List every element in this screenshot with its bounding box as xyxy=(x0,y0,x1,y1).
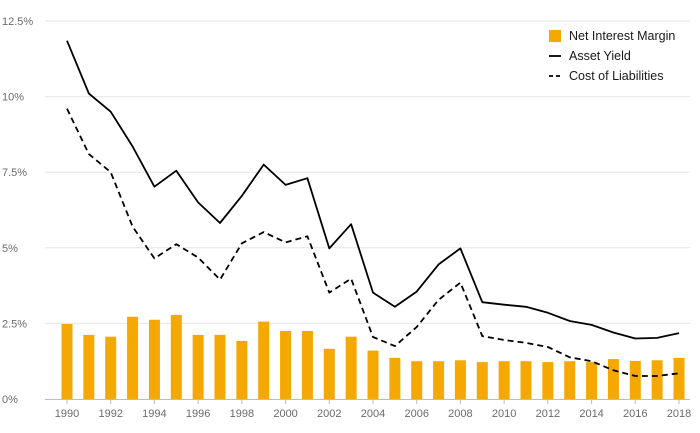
y-tick-label: 2.5% xyxy=(2,318,27,330)
bar xyxy=(542,362,554,399)
x-tick-label: 1998 xyxy=(230,408,254,420)
x-axis-labels: 1990 1992 1994 1996 1998 2000 2002 2004 2006 2008… xyxy=(55,408,691,420)
bar xyxy=(258,321,270,399)
x-tick-label: 1992 xyxy=(98,408,122,420)
y-tick-label: 10% xyxy=(2,92,24,104)
bar xyxy=(214,334,226,399)
bar xyxy=(454,360,466,399)
bar xyxy=(170,314,182,399)
bar xyxy=(301,330,313,399)
bar xyxy=(498,361,510,399)
x-tick-label: 2000 xyxy=(273,408,297,420)
bar xyxy=(148,319,160,399)
x-tick-label: 2006 xyxy=(404,408,428,420)
bar xyxy=(367,350,379,399)
bar xyxy=(192,334,204,399)
x-tick-label: 2010 xyxy=(492,408,516,420)
bar-series-net-interest-margin xyxy=(61,314,685,399)
x-tick-label: 2008 xyxy=(448,408,472,420)
x-tick-label: 2002 xyxy=(317,408,341,420)
bar xyxy=(411,361,423,399)
y-tick-label: 0% xyxy=(2,394,18,406)
x-tick-label: 1996 xyxy=(186,408,210,420)
legend-label-cost-of-liabilities: Cost of Liabilities xyxy=(569,69,664,83)
bar xyxy=(236,340,248,399)
y-tick-label: 12.5% xyxy=(2,16,33,28)
bar xyxy=(673,357,685,399)
bar xyxy=(564,361,576,399)
legend-swatch-net-interest-margin xyxy=(549,30,561,42)
bar xyxy=(83,334,95,399)
series-line-asset-yield xyxy=(66,40,680,340)
bar xyxy=(323,348,335,399)
x-tick-label: 2004 xyxy=(361,408,385,420)
legend: Net Interest Margin Asset Yield Cost of Li… xyxy=(549,29,675,83)
x-tick-label: 2016 xyxy=(623,408,647,420)
bar xyxy=(61,324,73,399)
bar xyxy=(607,359,619,399)
x-tick-label: 2018 xyxy=(667,408,691,420)
y-tick-label: 7.5% xyxy=(2,167,27,179)
bar xyxy=(105,336,117,399)
x-tick-label: 1994 xyxy=(142,408,166,420)
series-line-cost-of-liabilities xyxy=(66,108,680,377)
bar xyxy=(345,336,357,399)
bar xyxy=(389,357,401,399)
x-tick-label: 2014 xyxy=(579,408,603,420)
x-tick-label: 2012 xyxy=(536,408,560,420)
bar xyxy=(476,362,488,399)
y-axis-labels: 0% 2.5% 5% 7.5% 10% 12.5% xyxy=(2,16,33,406)
legend-label-net-interest-margin: Net Interest Margin xyxy=(569,29,675,43)
y-tick-label: 5% xyxy=(2,243,18,255)
x-tick-label: 1990 xyxy=(55,408,79,420)
bar xyxy=(629,360,641,399)
bar xyxy=(127,316,139,399)
bar xyxy=(280,330,292,399)
legend-label-asset-yield: Asset Yield xyxy=(569,49,631,63)
bar xyxy=(433,361,445,399)
bar xyxy=(651,360,663,399)
bar xyxy=(520,361,532,399)
x-axis-ticks xyxy=(66,399,680,404)
bar xyxy=(586,362,598,399)
line-series-group xyxy=(66,40,680,377)
